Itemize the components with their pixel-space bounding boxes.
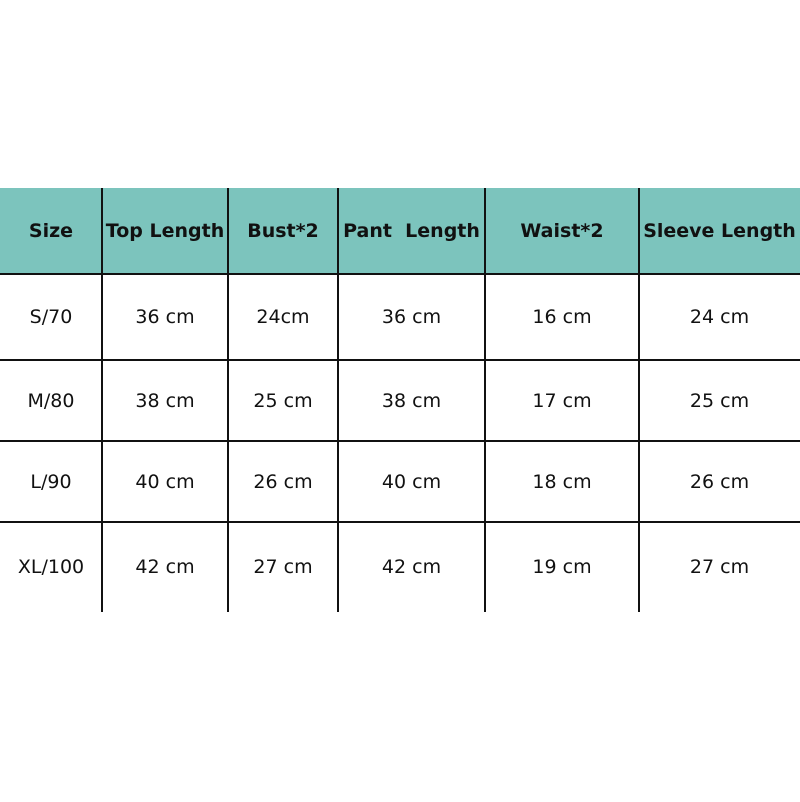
- table-cell: 18 cm: [532, 470, 592, 493]
- row-divider: [0, 273, 800, 275]
- table-cell: 19 cm: [532, 556, 592, 578]
- table-cell: 26 cm: [253, 470, 313, 493]
- table-cell: 24cm: [256, 306, 310, 328]
- column-header: Waist*2: [520, 220, 604, 242]
- row-divider: [0, 359, 800, 361]
- table-cell: 38 cm: [381, 389, 442, 412]
- column-divider: [638, 188, 640, 612]
- table-cell: 42 cm: [381, 556, 442, 578]
- table-cell: 26 cm: [689, 470, 750, 493]
- table-cell: S/70: [29, 306, 73, 328]
- table-cell: 42 cm: [135, 556, 195, 578]
- table-cell: 24 cm: [689, 306, 750, 328]
- table-cell: 36 cm: [135, 306, 195, 328]
- table-cell: 25 cm: [253, 389, 313, 412]
- column-divider: [101, 188, 103, 612]
- table-cell: 40 cm: [135, 470, 195, 493]
- column-header: Sleeve Length: [643, 220, 796, 242]
- table-cell: 27 cm: [689, 556, 750, 578]
- column-divider: [337, 188, 339, 612]
- table-header: [0, 188, 800, 274]
- table-cell: 25 cm: [689, 389, 750, 412]
- column-divider: [227, 188, 229, 612]
- column-header: Bust*2: [247, 220, 319, 242]
- table-cell: XL/100: [17, 556, 85, 578]
- column-header: Top Length: [105, 220, 225, 242]
- table-cell: L/90: [30, 470, 72, 493]
- table-cell: 17 cm: [532, 389, 592, 412]
- table-cell: 40 cm: [381, 470, 442, 493]
- table-cell: M/80: [27, 389, 75, 412]
- table-cell: 36 cm: [381, 306, 442, 328]
- table-cell: 16 cm: [532, 306, 592, 328]
- row-divider: [0, 440, 800, 442]
- table-cell: 38 cm: [135, 389, 195, 412]
- column-header: Size: [28, 220, 74, 242]
- column-divider: [484, 188, 486, 612]
- column-header: Pant Length: [343, 220, 480, 242]
- table-cell: 27 cm: [253, 556, 313, 578]
- row-divider: [0, 521, 800, 523]
